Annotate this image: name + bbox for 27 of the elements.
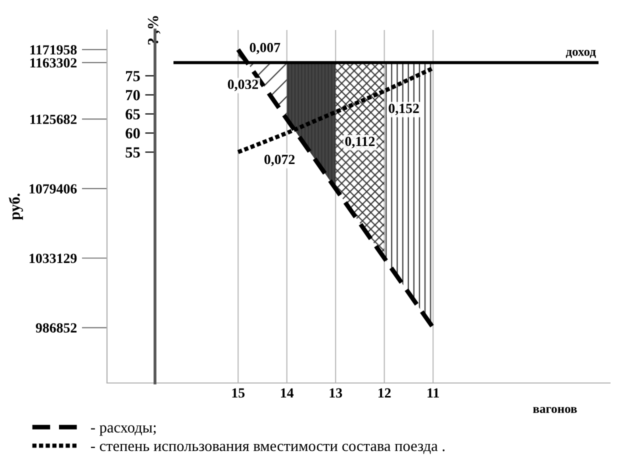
y2-tick-label: 60 bbox=[126, 128, 140, 138]
legend-label: - степень использования вместимости состава поезда . bbox=[90, 444, 445, 454]
y2-tick-label: 70 bbox=[126, 90, 140, 100]
annotation: 0,072 bbox=[264, 154, 295, 166]
legend-label: - расходы; bbox=[90, 425, 156, 436]
y2-tick-label: 55 bbox=[126, 147, 140, 158]
y2-tick-label: 65 bbox=[126, 109, 140, 120]
annotation: 0,032 bbox=[228, 80, 258, 92]
y2-tick-label: 75 bbox=[126, 71, 140, 82]
x-tick-label: 13 bbox=[330, 388, 342, 398]
x-tick-label: 12 bbox=[378, 388, 391, 398]
y-tick-label: 1125682 bbox=[30, 114, 77, 124]
annotation: 0,007 bbox=[250, 42, 280, 54]
annotation: 0,112 bbox=[345, 136, 375, 148]
ref-line-label: доход bbox=[566, 50, 596, 58]
annotation: 0,152 bbox=[388, 104, 419, 116]
x-tick-label: 14 bbox=[281, 388, 294, 398]
x-tick-label: 15 bbox=[232, 388, 245, 398]
y-tick-label: 1033129 bbox=[30, 254, 77, 264]
y-tick-label: 1163302 bbox=[30, 58, 77, 68]
y2-axis-title: ? ,% bbox=[148, 16, 160, 44]
y-tick-label: 1079406 bbox=[30, 184, 77, 194]
x-axis-title: вагонов bbox=[533, 406, 577, 413]
y-tick-label: 1171958 bbox=[30, 45, 77, 55]
y-axis-title: руб. bbox=[8, 194, 23, 220]
x-tick-label: 11 bbox=[428, 388, 439, 398]
y-tick-label: 986852 bbox=[36, 323, 77, 333]
